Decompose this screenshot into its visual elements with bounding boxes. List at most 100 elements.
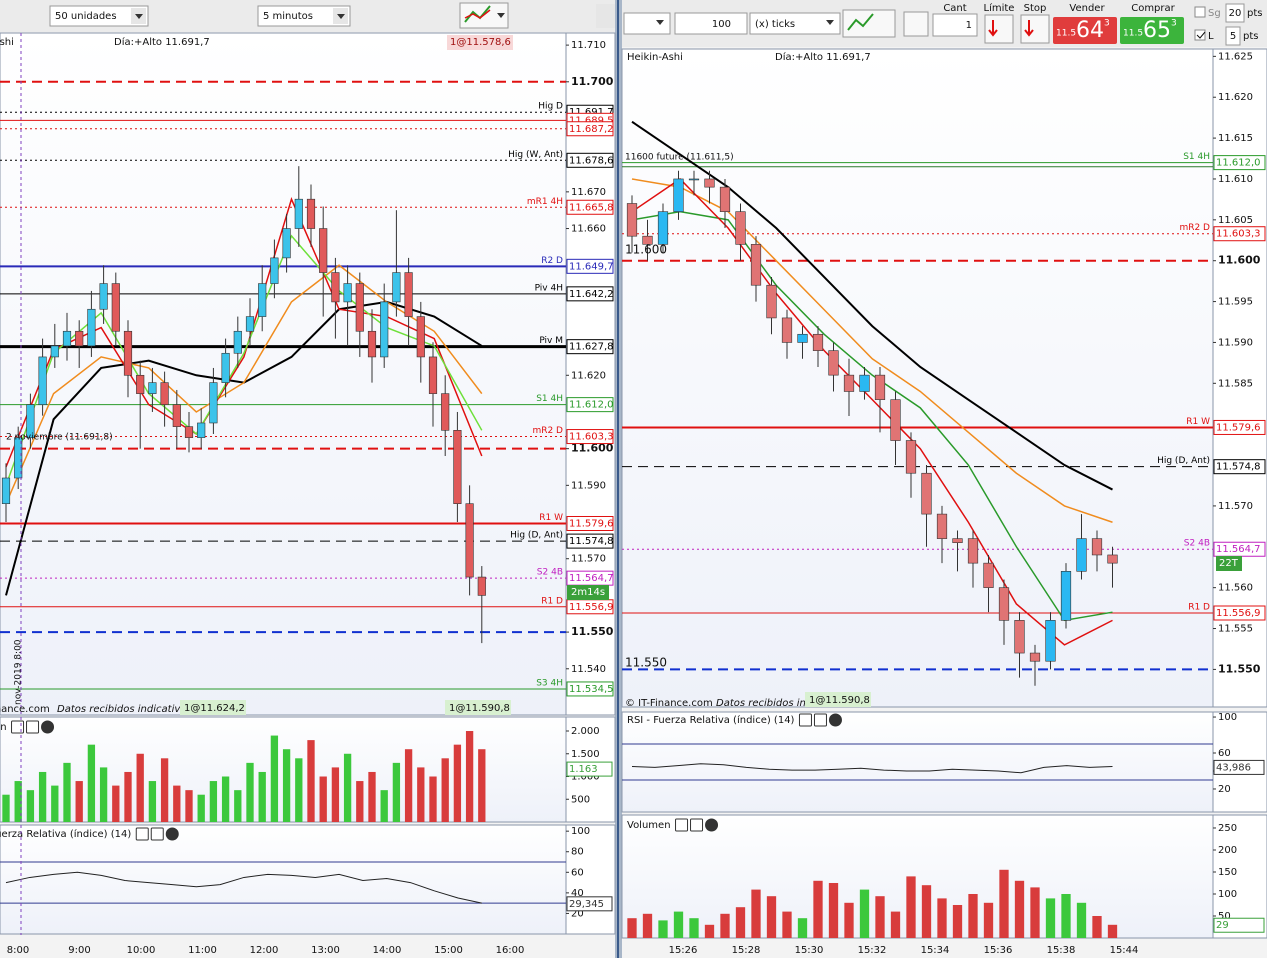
arrow-icon xyxy=(497,13,505,18)
candle-body xyxy=(26,404,35,438)
plot-area xyxy=(621,48,1214,708)
panel-icon xyxy=(135,827,149,841)
candle-body xyxy=(781,317,793,343)
splitter-line xyxy=(617,0,619,958)
level-name: S1 4H xyxy=(1183,152,1210,162)
panel-icon xyxy=(11,720,25,734)
volume-bar xyxy=(173,785,181,822)
volume-bar xyxy=(952,904,963,938)
l-unit: pts xyxy=(1243,31,1258,42)
qty-text: 1 xyxy=(966,20,972,31)
arrow-icon xyxy=(826,20,834,25)
volume-bar xyxy=(392,762,401,822)
l-input[interactable] xyxy=(1225,26,1241,46)
panel-title: Volumen xyxy=(0,722,7,733)
volume-bar xyxy=(14,781,22,822)
level-box xyxy=(1213,155,1266,171)
unit-select[interactable] xyxy=(749,12,841,35)
candle-body xyxy=(766,284,777,319)
size-input[interactable] xyxy=(674,12,748,35)
volume-bar xyxy=(112,785,120,822)
level-name: R1 D xyxy=(541,596,563,606)
x-tick-label: 8:00 xyxy=(7,945,29,956)
candle-body xyxy=(1045,620,1056,662)
candle-body xyxy=(50,345,59,358)
candle-body xyxy=(197,422,206,438)
volume-bar xyxy=(968,893,978,938)
panel-icon xyxy=(798,713,812,727)
level-label: 11.564,7 xyxy=(569,573,614,584)
volume-bar xyxy=(937,898,947,938)
level-label: 11.603,3 xyxy=(569,432,614,443)
level-name: R1 W xyxy=(1186,417,1210,427)
candle-body xyxy=(367,330,377,358)
level-name: Hig (D, Ant) xyxy=(1157,456,1210,466)
settings-button[interactable] xyxy=(903,11,929,37)
quantity-text: 50 unidades xyxy=(55,11,117,22)
sg-checkbox[interactable] xyxy=(1194,6,1206,18)
level-label: 11.612,0 xyxy=(1216,158,1261,169)
sell-button[interactable] xyxy=(1053,17,1117,44)
volume-bar xyxy=(689,918,699,938)
buy-button[interactable] xyxy=(1120,17,1184,44)
candle-body xyxy=(14,437,23,479)
panel-title: Volumen xyxy=(627,820,671,831)
value-axis xyxy=(565,824,616,935)
level-label: 11.603,3 xyxy=(1216,229,1261,240)
sell-label: Vender xyxy=(1069,3,1105,14)
x-tick-label: 10:00 xyxy=(127,945,156,956)
stop-button[interactable] xyxy=(1020,14,1050,44)
y-tick-label: 40 xyxy=(571,888,584,899)
l-checkbox[interactable] xyxy=(1194,29,1206,41)
panel-icon xyxy=(26,720,40,734)
volume-bar xyxy=(160,758,169,822)
candle-body xyxy=(1091,538,1103,556)
buy-label: Comprar xyxy=(1131,3,1175,14)
indicator-button[interactable] xyxy=(842,9,896,38)
order-right: 1@11.590,8 xyxy=(449,703,510,714)
candle-body xyxy=(465,503,474,578)
check-icon xyxy=(1196,31,1206,39)
interval-select[interactable] xyxy=(257,5,351,27)
level-name: S2 4B xyxy=(1184,539,1210,549)
buy-frac: 3 xyxy=(1171,19,1177,29)
candle-body xyxy=(797,333,808,343)
current-label: 1.163 xyxy=(569,764,598,775)
candle-body xyxy=(1076,538,1087,572)
timer: 2m14s xyxy=(571,587,605,598)
volume-bar xyxy=(673,911,684,938)
level-label: 11.579,6 xyxy=(569,518,614,529)
candle-body xyxy=(843,374,855,392)
y-tick-label: 150 xyxy=(1218,867,1237,878)
sell-prefix: 11.5 xyxy=(1056,29,1076,39)
icon xyxy=(1024,20,1034,37)
volume-bar xyxy=(75,781,83,822)
candle-body xyxy=(184,426,194,438)
volume-bar xyxy=(197,794,205,822)
y-tick-label: 11.595 xyxy=(1218,297,1253,308)
volume-bar xyxy=(234,790,242,822)
volume-bar xyxy=(859,889,870,938)
y-tick-label: 11.660 xyxy=(571,224,606,235)
qty-input[interactable] xyxy=(932,13,978,37)
level-label: 11.627,8 xyxy=(569,342,614,353)
select[interactable] xyxy=(623,12,671,35)
order-box xyxy=(805,692,871,707)
y-tick-label: 11.670 xyxy=(571,187,606,198)
volume-bar xyxy=(221,776,230,822)
y-tick-label: 20 xyxy=(1218,784,1231,795)
level-label: 11.612,0 xyxy=(569,400,614,411)
level-label: 11.689,5 xyxy=(569,115,614,126)
volume-bar xyxy=(136,753,144,822)
sg-input[interactable] xyxy=(1225,3,1245,23)
level-box xyxy=(566,286,614,302)
volume-bar xyxy=(704,924,715,938)
quantity-select[interactable] xyxy=(49,5,149,27)
candle-body xyxy=(294,198,303,229)
limit-button[interactable] xyxy=(984,14,1014,44)
y-tick-label: 11.610 xyxy=(1218,174,1253,185)
volume-bar xyxy=(453,744,462,822)
nav-button[interactable] xyxy=(596,4,615,28)
level-box xyxy=(566,533,614,549)
